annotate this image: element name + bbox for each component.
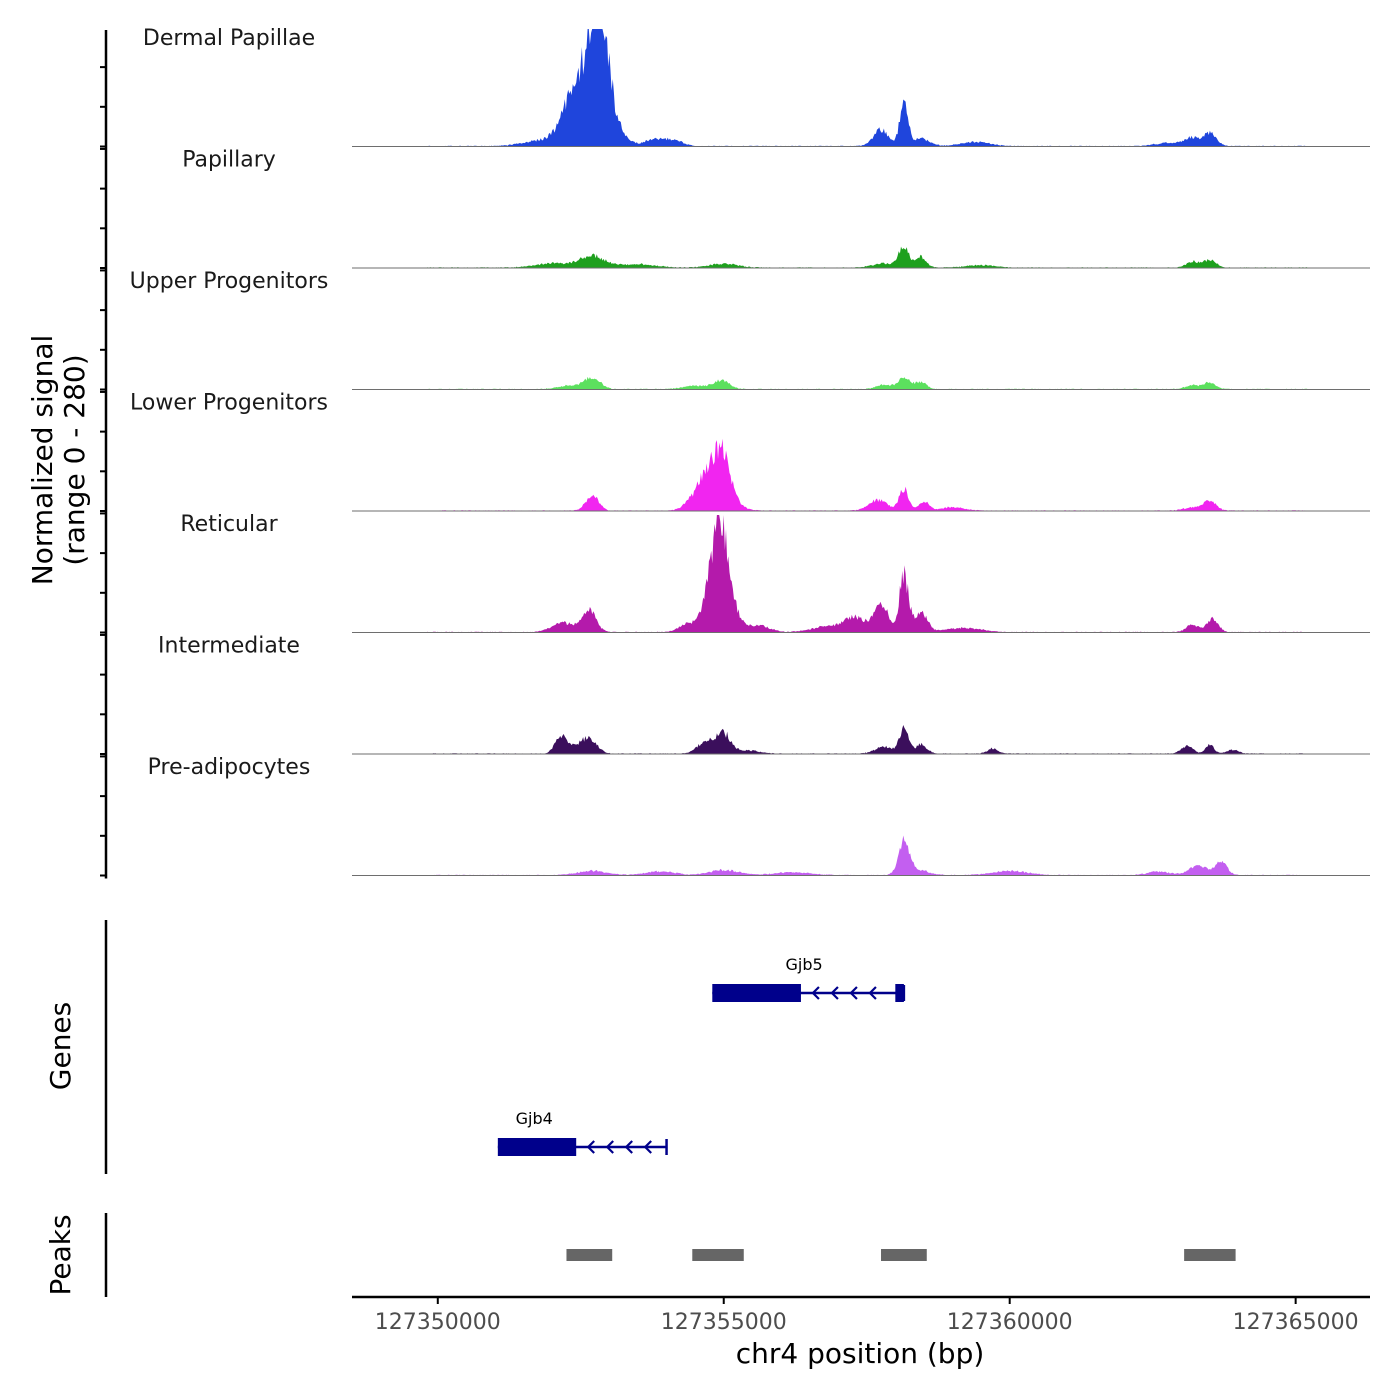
peaks-panel xyxy=(104,1213,1236,1297)
track-reticular: Reticular xyxy=(180,512,1370,633)
gene-label: Gjb4 xyxy=(516,1109,553,1128)
track-label: Dermal Papillae xyxy=(143,26,315,51)
x-axis: 127350000 127355000 127360000 127365000 xyxy=(352,1295,1370,1335)
strand-arrow xyxy=(586,1140,595,1154)
track-label: Reticular xyxy=(180,512,278,537)
x-tick-label: 127355000 xyxy=(661,1310,787,1335)
peak-interval xyxy=(566,1249,613,1261)
gene-exon xyxy=(712,984,801,1002)
signal-area xyxy=(426,515,1308,633)
peaks-panel-label: Peaks xyxy=(44,1214,77,1295)
peak-interval xyxy=(692,1249,744,1261)
strand-arrow xyxy=(643,1140,652,1154)
signal-y-axis xyxy=(100,30,108,879)
gene-gjb4: Gjb4 xyxy=(497,1109,668,1156)
gene-gjb5: Gjb5 xyxy=(712,955,906,1002)
strand-arrow xyxy=(811,986,820,1000)
strand-arrow xyxy=(849,986,858,1000)
track-intermediate: Intermediate xyxy=(158,633,1370,755)
track-papillary: Papillary xyxy=(182,147,1370,269)
track-label: Pre-adipocytes xyxy=(148,755,311,780)
strand-arrow xyxy=(624,1140,633,1154)
x-tick-label: 127350000 xyxy=(375,1310,501,1335)
strand-arrow xyxy=(605,1140,614,1154)
signal-area xyxy=(426,835,1308,876)
peak-interval xyxy=(881,1249,927,1261)
peak-interval xyxy=(1184,1249,1236,1261)
gene-exon xyxy=(497,1138,577,1156)
x-tick-label: 127360000 xyxy=(947,1310,1073,1335)
track-label: Papillary xyxy=(182,147,276,172)
track-label: Intermediate xyxy=(158,633,300,658)
signal-area xyxy=(426,376,1308,390)
strand-arrow xyxy=(868,986,877,1000)
track-label: Upper Progenitors xyxy=(130,269,329,294)
y-axis-title: Normalized signal xyxy=(26,335,59,586)
gene-exon xyxy=(895,984,904,1002)
signal-tracks: Dermal Papillae Papillary Upper Progenitor… xyxy=(130,26,1370,876)
track-pre-adipocytes: Pre-adipocytes xyxy=(148,755,1370,876)
strand-arrow xyxy=(830,986,839,1000)
x-tick-label: 127365000 xyxy=(1233,1310,1359,1335)
genes-panel-label: Genes xyxy=(44,1002,77,1090)
track-dermal-papillae: Dermal Papillae xyxy=(143,26,1370,147)
signal-area xyxy=(426,438,1308,511)
signal-area xyxy=(426,725,1308,754)
track-label: Lower Progenitors xyxy=(130,390,328,415)
y-axis-range: (range 0 - 280) xyxy=(58,354,91,565)
genes-panel: Gjb5 Gjb4 xyxy=(104,920,906,1174)
gene-label: Gjb5 xyxy=(786,955,823,974)
signal-area xyxy=(426,29,1308,147)
track-upper-progenitors: Upper Progenitors xyxy=(130,269,1370,390)
signal-area xyxy=(426,246,1308,268)
track-lower-progenitors: Lower Progenitors xyxy=(130,390,1370,512)
x-axis-title: chr4 position (bp) xyxy=(736,1337,985,1370)
